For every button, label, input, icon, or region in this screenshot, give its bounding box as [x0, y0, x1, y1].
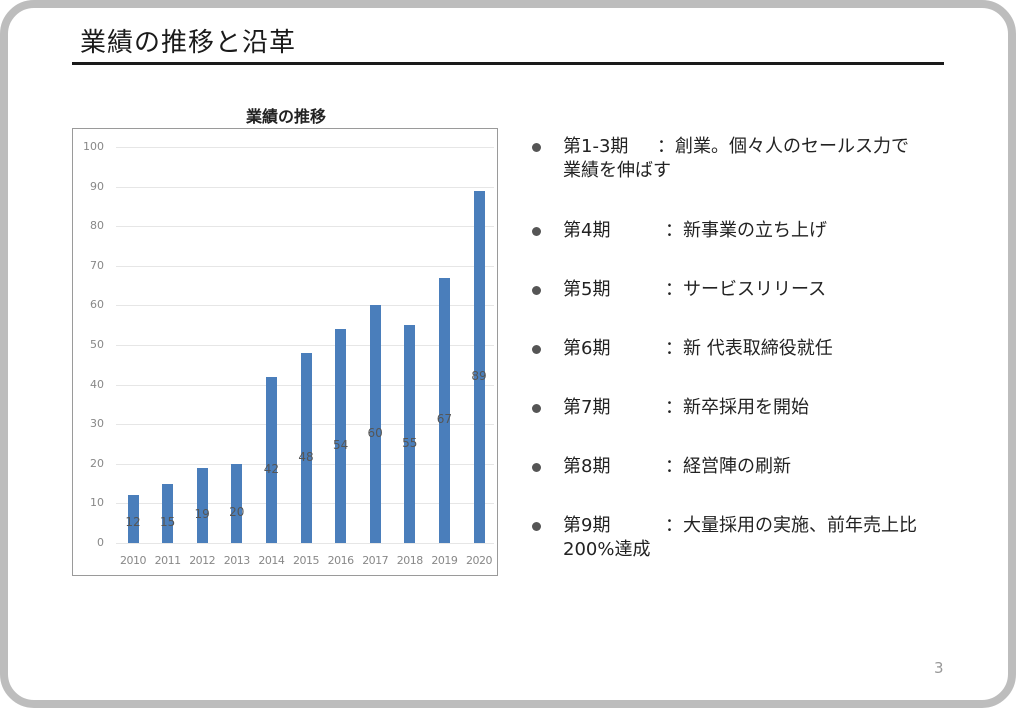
- history-text: サービスリリース: [683, 279, 827, 300]
- x-axis-tick: 2015: [293, 554, 320, 567]
- history-separator: ：: [665, 338, 683, 359]
- y-axis-tick: 20: [90, 456, 104, 470]
- bullet-icon: [532, 522, 541, 531]
- history-separator: ：: [665, 220, 683, 241]
- history-text: 創業。個々人のセールス力で業績を伸ばす: [563, 136, 909, 181]
- history-separator: ：: [665, 515, 683, 536]
- history-period: 第8期: [563, 456, 611, 477]
- x-axis-tick: 2019: [431, 554, 458, 567]
- bullet-icon: [532, 463, 541, 472]
- bar: [438, 277, 450, 543]
- gridline: [116, 226, 494, 228]
- bar-value-label: 19: [194, 507, 210, 522]
- history-text: 経営陣の刷新: [683, 456, 791, 477]
- bullet-icon: [532, 345, 541, 354]
- page-number: 3: [934, 659, 944, 677]
- bar: [265, 376, 277, 543]
- bullet-icon: [532, 286, 541, 295]
- history-period: 第5期: [563, 279, 611, 300]
- bar-value-label: 15: [159, 515, 176, 529]
- history-period: 第7期: [563, 397, 611, 418]
- x-axis-tick: 2020: [466, 554, 493, 567]
- chart-title: 業績の推移: [245, 107, 326, 126]
- y-axis-tick: 90: [90, 179, 104, 193]
- y-axis-tick: 0: [97, 536, 104, 549]
- bar: [127, 495, 139, 543]
- history-text: 大量採用の実施、前年売上比200%達成: [563, 515, 917, 560]
- bar: [196, 467, 208, 543]
- gridline: [116, 305, 494, 307]
- bar-value-label: 48: [298, 449, 314, 464]
- history-period: 第1-3期: [563, 136, 629, 157]
- bar: [404, 325, 416, 543]
- bar-value-label: 54: [332, 438, 349, 453]
- bar: [300, 352, 312, 543]
- bullet-icon: [532, 143, 541, 152]
- history-text: 新卒採用を開始: [683, 397, 809, 418]
- history-period: 第6期: [563, 338, 611, 359]
- bullet-icon: [532, 404, 541, 413]
- x-axis-tick: 2014: [258, 554, 285, 567]
- history-separator: ：: [665, 456, 683, 477]
- y-axis-tick: 100: [83, 140, 104, 153]
- y-axis-tick: 50: [90, 338, 104, 351]
- gridline: [116, 265, 494, 267]
- gridline: [116, 186, 494, 188]
- y-axis-tick: 40: [90, 377, 104, 391]
- bar-value-label: 55: [402, 436, 418, 451]
- x-axis-tick: 2011: [154, 554, 182, 567]
- history-separator: ：: [657, 136, 675, 157]
- bar: [473, 190, 485, 543]
- gridline: [116, 543, 494, 544]
- history-text: 新 代表取締役就任: [683, 338, 833, 359]
- history-separator: ：: [665, 279, 683, 300]
- slide-title: 業績の推移と沿革: [80, 28, 297, 58]
- title-divider: [72, 62, 944, 65]
- y-axis-tick: 10: [90, 496, 104, 510]
- history-period: 第9期: [563, 515, 611, 536]
- bullet-icon: [532, 227, 541, 236]
- y-axis-tick: 60: [90, 298, 104, 312]
- y-axis-tick: 80: [90, 219, 104, 233]
- bar-value-label: 67: [436, 412, 453, 427]
- history-text: 新事業の立ち上げ: [683, 220, 827, 241]
- y-axis-tick: 30: [90, 417, 104, 431]
- bar-value-label: 89: [471, 368, 487, 383]
- x-axis-tick: 2016: [327, 554, 355, 567]
- gridline: [116, 345, 494, 346]
- bar-value-label: 60: [367, 426, 383, 441]
- bar: [369, 305, 381, 543]
- bar-chart: [72, 128, 498, 576]
- bar: [162, 483, 174, 543]
- x-axis-tick: 2010: [120, 554, 147, 567]
- bar-value-label: 20: [229, 505, 245, 520]
- y-axis-tick: 70: [90, 258, 104, 272]
- x-axis-tick: 2012: [189, 554, 216, 567]
- x-axis-tick: 2018: [396, 554, 424, 567]
- bar: [335, 329, 347, 543]
- bar-value-label: 42: [263, 461, 280, 476]
- x-axis-tick: 2017: [362, 554, 389, 567]
- history-period: 第4期: [563, 220, 611, 241]
- bar-value-label: 12: [125, 515, 141, 529]
- x-axis-tick: 2013: [223, 554, 251, 567]
- gridline: [116, 147, 494, 148]
- bar: [231, 463, 243, 543]
- history-separator: ：: [665, 397, 683, 418]
